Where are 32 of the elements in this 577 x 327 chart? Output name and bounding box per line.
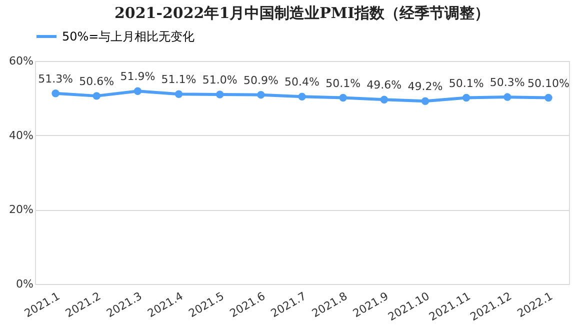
point bbox=[339, 94, 347, 102]
y-tick-label: 20% bbox=[9, 203, 34, 216]
data-label: 50.3% bbox=[490, 76, 525, 90]
point bbox=[174, 90, 183, 98]
point bbox=[421, 97, 430, 106]
data-label: 51.9% bbox=[120, 70, 156, 84]
data-label: 50.10% bbox=[527, 76, 570, 90]
y-tick-label: 0% bbox=[16, 278, 34, 290]
y-tick-label: 40% bbox=[9, 128, 34, 142]
data-label: 49.6% bbox=[366, 78, 402, 92]
data-label: 50.4% bbox=[284, 76, 320, 89]
point bbox=[92, 92, 100, 100]
point bbox=[298, 92, 306, 101]
data-label: 51.0% bbox=[202, 73, 238, 86]
point bbox=[544, 94, 552, 102]
data-label: 49.2% bbox=[408, 80, 443, 94]
data-label: 50.6% bbox=[79, 74, 114, 88]
point bbox=[216, 90, 224, 98]
data-label: 50.1% bbox=[448, 76, 484, 90]
legend-label: 50%=与上月相比无变化 bbox=[62, 30, 195, 44]
point bbox=[504, 93, 512, 101]
data-label: 51.3% bbox=[38, 72, 74, 86]
point bbox=[52, 89, 60, 98]
data-label: 50.9% bbox=[243, 74, 278, 87]
point bbox=[462, 94, 470, 102]
point bbox=[380, 96, 388, 104]
chart-title: 2021-2022年1月中国制造业PMI指数（经季节调整） bbox=[114, 4, 490, 22]
y-tick-label: 60% bbox=[9, 54, 34, 68]
point bbox=[257, 90, 265, 99]
data-label: 51.1% bbox=[161, 73, 196, 86]
data-label: 50.1% bbox=[326, 76, 361, 90]
point bbox=[134, 87, 142, 95]
